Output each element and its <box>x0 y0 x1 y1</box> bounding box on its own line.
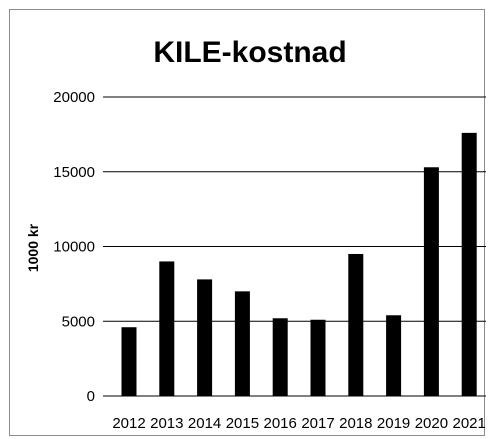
bar-2021 <box>461 132 477 396</box>
bar-2017 <box>310 319 326 396</box>
bar-2016 <box>272 318 288 396</box>
x-tick-label: 2018 <box>339 415 372 432</box>
bars <box>121 132 477 396</box>
x-tick-label: 2021 <box>453 415 486 432</box>
y-tick-label: 20000 <box>53 89 95 106</box>
x-tick-label: 2013 <box>150 415 183 432</box>
x-tick-label: 2016 <box>264 415 297 432</box>
y-tick-label: 10000 <box>53 239 95 256</box>
bar-2015 <box>234 291 250 396</box>
x-tick-label: 2015 <box>226 415 259 432</box>
x-tick-label: 2020 <box>415 415 448 432</box>
bar-2014 <box>197 279 213 396</box>
y-tick-label: 0 <box>87 388 95 405</box>
x-tick-label: 2012 <box>112 415 145 432</box>
bar-2020 <box>423 167 439 396</box>
bar-2018 <box>348 253 364 396</box>
x-tick-labels: 2012 2013 2014 2015 2016 2017 2018 2019 2020 2021 <box>112 415 486 432</box>
x-tick-label: 2017 <box>301 415 334 432</box>
x-tick-label: 2014 <box>188 415 221 432</box>
y-tick-labels: 0 5000 10000 15000 20000 <box>53 89 95 405</box>
y-tick-label: 15000 <box>53 164 95 181</box>
x-tick-label: 2019 <box>377 415 410 432</box>
bar-2013 <box>159 261 175 396</box>
bar-2012 <box>121 327 137 396</box>
bar-2019 <box>386 315 402 396</box>
y-tick-label: 5000 <box>62 313 95 330</box>
y-axis-label: 1000 kr <box>25 223 41 272</box>
chart-title: KILE-kostnad <box>153 36 346 69</box>
